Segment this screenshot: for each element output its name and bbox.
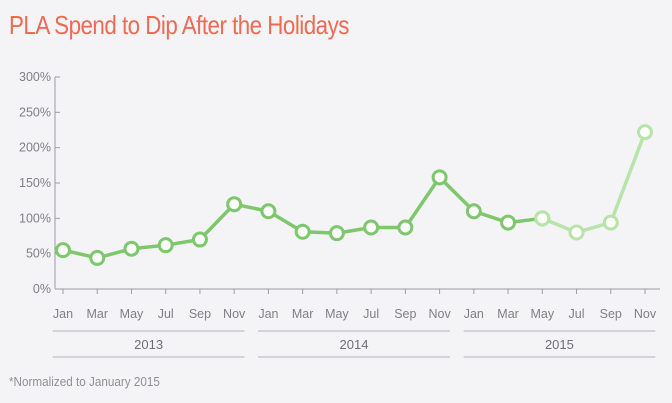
y-tick-label: 300% [19,70,51,84]
chart-footnote: *Normalized to January 2015 [9,374,160,389]
y-tick-label: 250% [19,105,51,119]
x-tick-label: Nov [634,307,657,321]
year-label: 2013 [134,337,163,352]
y-tick-label: 200% [19,141,51,155]
year-label: 2015 [545,337,574,352]
x-tick-label: Jan [258,307,278,321]
data-point [602,214,619,231]
data-point [157,237,174,254]
series-line-2 [540,130,647,235]
y-tick-label: 0% [33,282,51,296]
x-tick-label: Sep [394,307,416,321]
data-point [294,223,311,240]
x-tick-label: May [530,307,554,321]
data-point [260,203,277,220]
x-tick-label: Nov [428,307,451,321]
y-tick-label: 150% [19,176,51,190]
x-tick-label: Nov [223,307,246,321]
x-tick-label: Jul [569,307,585,321]
data-point [123,240,140,257]
x-tick-label: Jul [363,307,379,321]
data-point [500,214,517,231]
data-point [328,225,345,242]
data-point [363,219,380,236]
data-point [568,224,585,241]
x-tick-label: Jul [158,307,174,321]
data-point [431,169,448,186]
data-point [534,210,551,227]
x-tick-label: Sep [600,307,622,321]
x-tick-label: May [120,307,144,321]
x-tick-label: Jan [464,307,484,321]
y-tick-label: 100% [19,211,51,225]
x-tick-label: Jan [53,307,73,321]
x-tick-label: May [325,307,349,321]
y-tick-label: 50% [26,247,51,261]
data-point [465,203,482,220]
x-tick-label: Mar [497,307,519,321]
data-point [191,231,208,248]
chart-title: PLA Spend to Dip After the Holidays [9,10,349,40]
x-tick-label: Mar [292,307,314,321]
data-point [226,196,243,213]
year-label: 2014 [340,337,369,352]
x-tick-label: Sep [189,307,211,321]
data-point [637,124,653,141]
data-point [89,249,106,266]
data-point [55,242,71,259]
data-point [397,219,414,236]
x-tick-label: Mar [86,307,108,321]
